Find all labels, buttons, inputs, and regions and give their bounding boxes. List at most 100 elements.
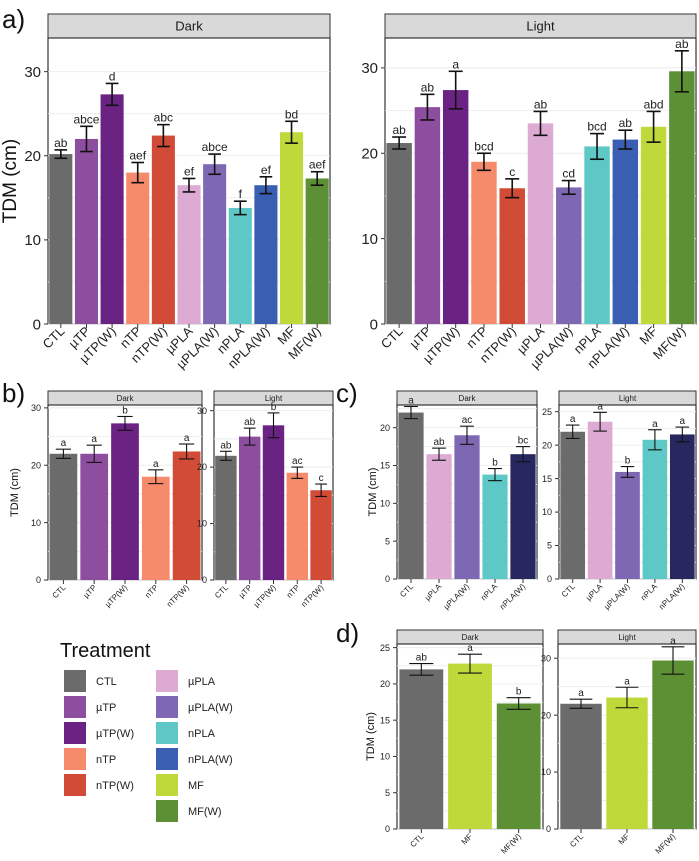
panel-label-d: d) — [336, 618, 359, 648]
facet-strip-label: Light — [619, 394, 637, 403]
y-axis-title: TDM (cm) — [365, 712, 377, 761]
bar-CTL — [49, 154, 73, 324]
x-tick-label: nPLA(W) — [657, 582, 687, 612]
significance-letter: bc — [518, 436, 529, 447]
y-tick-label: 10 — [361, 231, 378, 248]
significance-letter: a — [652, 419, 658, 430]
legend-swatch — [64, 696, 86, 718]
bar-CTL — [560, 703, 602, 829]
significance-letter: a — [153, 459, 159, 470]
significance-letter: a — [578, 688, 584, 699]
bar-µTP(W) — [100, 94, 124, 324]
significance-letter: a — [61, 438, 67, 449]
bar-nPLA — [584, 146, 610, 324]
significance-letter: ab — [220, 440, 232, 451]
bar-MF(W) — [669, 71, 695, 324]
bar-MF(W) — [305, 178, 329, 324]
significance-letter: ab — [433, 437, 445, 448]
legend-swatch — [156, 696, 178, 718]
y-tick-label: 10 — [380, 752, 390, 762]
x-tick-label: CTL — [568, 832, 585, 849]
y-tick-label: 30 — [541, 653, 551, 663]
bar-µTP — [414, 107, 441, 324]
significance-letter: abc — [154, 111, 173, 125]
y-tick-label: 5 — [547, 541, 552, 551]
significance-letter: abd — [644, 97, 664, 111]
bar-MF — [606, 697, 648, 829]
significance-letter: a — [624, 676, 630, 687]
y-tick-label: 10 — [541, 767, 551, 777]
bar-µPLA(W) — [203, 164, 227, 324]
bar-µTP(W) — [111, 423, 139, 580]
significance-letter: ab — [54, 136, 68, 150]
facet-strip-label: Dark — [175, 19, 203, 34]
significance-letter: bd — [285, 107, 298, 121]
x-tick-label: CTL — [408, 832, 425, 849]
bar-µPLA(W) — [556, 187, 582, 324]
facet-strip-label: Light — [526, 19, 555, 34]
facet-strip-label: Dark — [117, 394, 135, 403]
y-axis-title: TDM (cm) — [0, 139, 21, 223]
x-tick-label: µPLA — [584, 582, 605, 603]
y-tick-label: 5 — [385, 788, 390, 798]
facet-strip — [47, 13, 331, 39]
y-tick-label: 25 — [380, 643, 390, 653]
significance-letter: a — [91, 434, 97, 445]
legend-swatch — [156, 722, 178, 744]
significance-letter: ab — [244, 417, 256, 428]
legend-title: Treatment — [60, 640, 151, 662]
significance-letter: b — [492, 458, 498, 469]
y-tick-label: 0 — [546, 824, 551, 834]
significance-letter: a — [467, 643, 473, 654]
x-tick-label: CTL — [560, 582, 577, 599]
x-tick-label: MF — [460, 832, 475, 847]
x-tick-label: MF(W) — [499, 832, 523, 856]
facet-strip-label: Light — [618, 633, 636, 642]
bar-nPLA — [642, 439, 668, 579]
y-tick-label: 20 — [541, 710, 551, 720]
x-tick-label: µPLA(W) — [442, 582, 472, 612]
y-tick-label: 0 — [36, 575, 41, 585]
bar-µPLA(W) — [615, 471, 640, 579]
bar-µTP — [80, 453, 109, 580]
bar-µTP — [238, 436, 261, 580]
bar-nPLA(W) — [612, 139, 639, 324]
bar-µPLA — [587, 421, 613, 579]
significance-letter: ab — [421, 80, 435, 94]
y-tick-label: 15 — [542, 474, 552, 484]
x-tick-label: CTL — [378, 324, 406, 352]
y-tick-label: 25 — [542, 407, 552, 417]
x-tick-label: MF(W) — [654, 832, 678, 856]
bar-CTL — [386, 143, 412, 324]
x-tick-label: nPLA — [479, 582, 500, 603]
y-tick-label: 20 — [24, 148, 41, 165]
y-tick-label: 0 — [547, 574, 552, 584]
facet-strip-label: Light — [265, 394, 283, 403]
x-tick-label: nPLA — [639, 582, 660, 603]
chart-b-dark: Dark a a b a a 0 10 20 30 CTL µTP µTP(W) nTP nTP(W) TDM… — [9, 390, 203, 609]
bar-CTL — [398, 412, 424, 579]
significance-letter: ac — [292, 456, 303, 467]
significance-letter: abce — [73, 112, 99, 126]
bar-nTP — [126, 172, 150, 324]
legend-swatch — [64, 670, 86, 692]
legend-swatch — [64, 722, 86, 744]
panel-label-b: b) — [2, 378, 25, 408]
y-tick-label: 0 — [370, 316, 378, 333]
legend-label: MF(W) — [188, 806, 222, 818]
significance-letter: b — [625, 456, 631, 467]
x-tick-label: nTP(W) — [165, 583, 191, 609]
x-tick-label: CTL — [40, 324, 68, 352]
y-tick-label: 30 — [24, 64, 41, 81]
legend-swatch — [64, 774, 86, 796]
x-tick-label: µTP — [237, 583, 254, 600]
bar-nTP(W) — [151, 135, 175, 324]
legend-label: MF — [188, 780, 204, 792]
y-tick-label: 10 — [542, 507, 552, 517]
significance-letter: a — [408, 396, 414, 407]
significance-letter: a — [452, 57, 459, 71]
legend-swatch — [156, 774, 178, 796]
